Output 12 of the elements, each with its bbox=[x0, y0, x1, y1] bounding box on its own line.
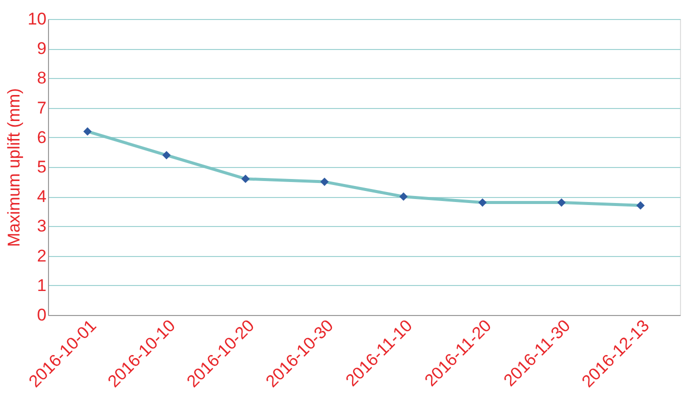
y-tick-label: 5 bbox=[37, 158, 46, 176]
y-tick-label: 1 bbox=[37, 276, 46, 295]
y-tick-label: 7 bbox=[37, 98, 46, 118]
y-tick-label: 10 bbox=[28, 10, 46, 28]
y-tick-label: 2 bbox=[37, 246, 46, 266]
y-tick-label: 0 bbox=[37, 306, 46, 324]
y-tick-label: 6 bbox=[37, 128, 46, 147]
y-tick-label: 4 bbox=[37, 187, 46, 206]
y-tick-label: 9 bbox=[37, 39, 46, 58]
y-axis-title: Maximum uplift (mm) bbox=[4, 88, 24, 247]
y-tick-label: 3 bbox=[37, 216, 46, 236]
y-tick-label: 8 bbox=[37, 68, 46, 88]
